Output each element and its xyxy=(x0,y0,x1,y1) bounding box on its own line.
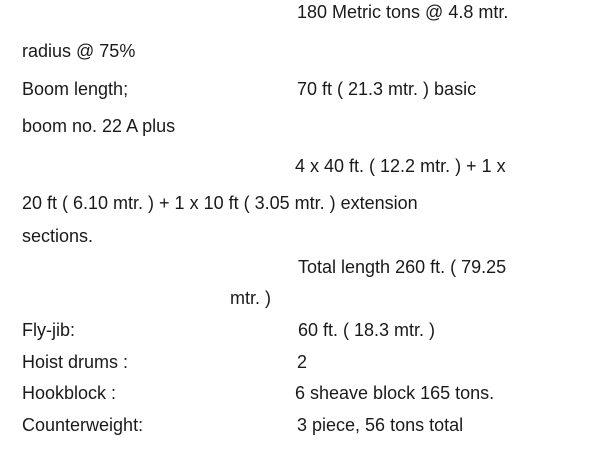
total-length-value: Total length 260 ft. ( 79.25 xyxy=(298,257,507,277)
boom-length-value: 70 ft ( 21.3 mtr. ) basic xyxy=(297,79,477,99)
hookblock-value: 6 sheave block 165 tons. xyxy=(295,383,495,403)
hoist-drums-value: 2 xyxy=(297,352,308,372)
extension-value: 4 x 40 ft. ( 12.2 mtr. ) + 1 x xyxy=(295,156,506,176)
extension-continuation: 20 ft ( 6.10 mtr. ) + 1 x 10 ft ( 3.05 m… xyxy=(22,193,418,213)
counterweight-label: Counterweight: xyxy=(22,415,144,435)
extension-continuation-2: sections. xyxy=(22,226,94,246)
boom-length-label: Boom length; xyxy=(22,79,129,99)
hookblock-label: Hookblock : xyxy=(22,383,117,403)
boom-continuation: boom no. 22 A plus xyxy=(22,116,176,136)
capacity-value: 180 Metric tons @ 4.8 mtr. xyxy=(297,2,509,22)
fly-jib-label: Fly-jib: xyxy=(22,320,75,340)
fly-jib-value: 60 ft. ( 18.3 mtr. ) xyxy=(298,320,436,340)
total-length-continuation: mtr. ) xyxy=(230,288,271,308)
hoist-drums-label: Hoist drums : xyxy=(22,352,129,372)
counterweight-value: 3 piece, 56 tons total xyxy=(297,415,464,435)
capacity-continuation: radius @ 75% xyxy=(22,41,136,61)
